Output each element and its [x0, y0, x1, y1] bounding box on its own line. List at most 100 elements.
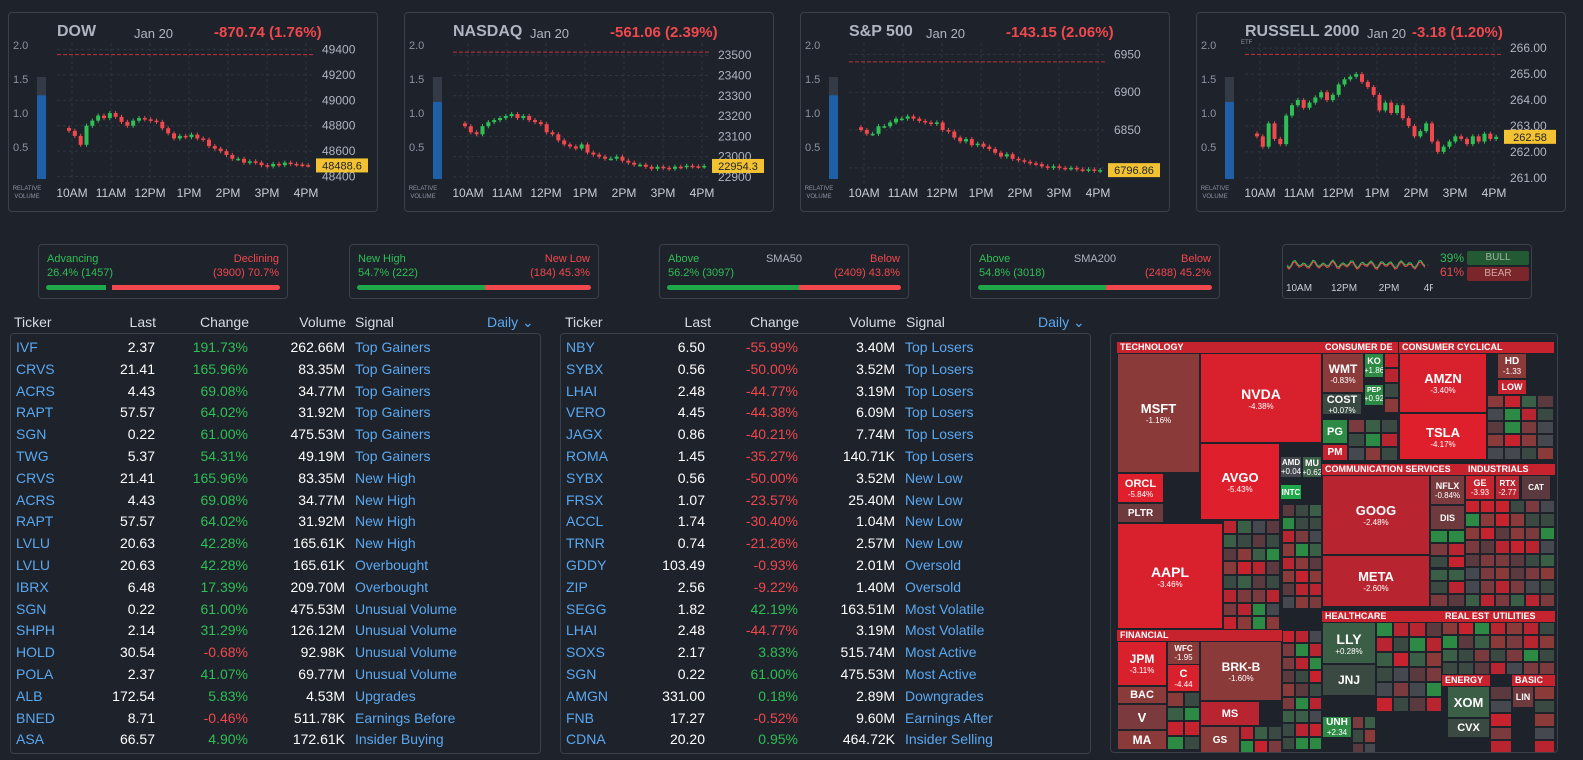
ticker-link[interactable]: SYBX	[566, 469, 604, 486]
heatmap-tile-small[interactable]	[1490, 699, 1512, 714]
heatmap-tile-small[interactable]	[1540, 593, 1555, 607]
heatmap-tile-small[interactable]	[1308, 656, 1322, 670]
heatmap-tile-small[interactable]	[1282, 556, 1296, 570]
heatmap-tile-small[interactable]	[1268, 726, 1282, 740]
heatmap-tile-small[interactable]	[1308, 696, 1322, 710]
heatmap-tile[interactable]: MSFT -1.16%	[1117, 353, 1200, 473]
heatmap-tile-small[interactable]	[1487, 408, 1504, 421]
heatmap-tile-small[interactable]	[1376, 652, 1393, 667]
heatmap-tile-small[interactable]	[1534, 726, 1555, 741]
heatmap-tile-small[interactable]	[1308, 630, 1322, 644]
heatmap-tile-small[interactable]	[1537, 395, 1554, 408]
heatmap-tile-small[interactable]	[1409, 697, 1426, 712]
heatmap-tile[interactable]: CVX	[1447, 718, 1490, 738]
heatmap-tile-small[interactable]	[1251, 547, 1266, 562]
index-card[interactable]: NASDAQ Jan 20 -561.06 (2.39%) 2.0 1.5 1.0 0.5 R…	[404, 12, 774, 212]
heatmap-tile-small[interactable]	[1295, 723, 1309, 737]
ticker-link[interactable]: RAPT	[16, 404, 54, 421]
heatmap-tile[interactable]: GS	[1200, 726, 1240, 752]
heatmap-tile[interactable]: MS	[1200, 701, 1260, 726]
heatmap-tile-small[interactable]	[1265, 520, 1280, 534]
heatmap-tile-small[interactable]	[1522, 622, 1539, 636]
heatmap-tile-small[interactable]	[1495, 566, 1510, 581]
heatmap-tile-small[interactable]	[1537, 421, 1554, 434]
heatmap-tile-small[interactable]	[1430, 594, 1448, 607]
heatmap-tile-small[interactable]	[1308, 582, 1322, 596]
ticker-link[interactable]: IBRX	[16, 578, 49, 595]
heatmap-tile-small[interactable]	[1295, 710, 1309, 724]
heatmap-tile-small[interactable]	[1447, 542, 1465, 556]
heatmap-tile-small[interactable]	[1465, 553, 1480, 567]
heatmap-tile-small[interactable]	[1425, 697, 1442, 712]
heatmap-tile-small[interactable]	[1223, 533, 1238, 548]
heatmap-tile[interactable]: AVGO -5.43%	[1200, 443, 1280, 520]
heatmap-tile-small[interactable]	[1282, 736, 1296, 750]
heatmap-tile-small[interactable]	[1487, 395, 1504, 408]
ticker-link[interactable]: NBY	[566, 339, 595, 355]
col-signal[interactable]: Signal	[355, 314, 394, 330]
heatmap-tile-small[interactable]	[1490, 740, 1512, 752]
table-row[interactable]: SOXS 2.17 3.83% 515.74M Most Active	[561, 641, 1090, 663]
heatmap-tile-small[interactable]	[1348, 433, 1365, 447]
heatmap-tile[interactable]: AMD +0.04	[1280, 456, 1302, 478]
heatmap-tile[interactable]: JNJ	[1322, 664, 1376, 696]
heatmap-tile[interactable]: META -2.60%	[1322, 555, 1430, 607]
table-row[interactable]: LHAI 2.48 -44.77% 3.19M Top Losers	[561, 380, 1090, 402]
heatmap-tile-small[interactable]	[1538, 661, 1555, 675]
heatmap-tile-small[interactable]	[1425, 682, 1442, 697]
heatmap-tile-small[interactable]	[1295, 582, 1309, 596]
table-row[interactable]: IVF 2.37 191.73% 262.66M Top Gainers	[11, 336, 540, 358]
ticker-link[interactable]: SHPH	[16, 622, 55, 639]
heatmap-tile-small[interactable]	[1268, 740, 1282, 752]
ticker-link[interactable]: ALB	[16, 687, 43, 704]
heatmap-tile[interactable]: XOM	[1447, 686, 1490, 718]
ticker-link[interactable]: ROMA	[566, 448, 608, 464]
heatmap-tile[interactable]: NVDA -4.38%	[1200, 353, 1322, 443]
signal-link[interactable]: New Low	[905, 535, 963, 552]
heatmap-tile-small[interactable]	[1308, 556, 1322, 570]
ticker-link[interactable]: SGN	[566, 666, 597, 682]
heatmap-tile-small[interactable]	[1352, 742, 1364, 752]
heatmap-tile-small[interactable]	[1465, 540, 1480, 554]
heatmap-tile[interactable]: UNH +2.34	[1322, 716, 1352, 738]
heatmap-tile-small[interactable]	[1525, 593, 1540, 607]
heatmap-tile-small[interactable]	[1384, 368, 1399, 383]
heatmap-tile[interactable]: ORCL -5.84%	[1117, 473, 1164, 503]
ticker-link[interactable]: ACCL	[566, 513, 604, 530]
heatmap-tile-small[interactable]	[1510, 500, 1525, 514]
heatmap-tile-small[interactable]	[1495, 593, 1510, 607]
heatmap-tile-small[interactable]	[1282, 683, 1296, 697]
signal-link[interactable]: Unusual Volume	[355, 600, 457, 617]
heatmap-tile-small[interactable]	[1465, 566, 1480, 581]
ticker-link[interactable]: CRVS	[16, 360, 55, 377]
heatmap-tile-small[interactable]	[1480, 500, 1495, 514]
table-row[interactable]: SGN 0.22 61.00% 475.53M Unusual Volume	[11, 598, 540, 620]
heatmap-tile-small[interactable]	[1295, 556, 1309, 570]
table-row[interactable]: AMGN 331.00 0.18% 2.89M Downgrades	[561, 685, 1090, 707]
heatmap-tile[interactable]: GE -3.93	[1465, 475, 1495, 500]
heatmap-tile-small[interactable]	[1474, 635, 1490, 649]
heatmap-tile-small[interactable]	[1295, 683, 1309, 697]
heatmap-tile-small[interactable]	[1506, 622, 1523, 636]
table-row[interactable]: ALB 172.54 5.83% 4.53M Upgrades	[11, 685, 540, 707]
table-row[interactable]: FRSX 1.07 -23.57% 25.40M New Low	[561, 489, 1090, 511]
heatmap-tile-small[interactable]	[1490, 622, 1507, 636]
heatmap-tile-small[interactable]	[1295, 670, 1309, 684]
signal-link[interactable]: New Low	[905, 491, 963, 508]
table-row[interactable]: ACRS 4.43 69.08% 34.77M New High	[11, 489, 540, 511]
ticker-link[interactable]: VERO	[566, 404, 606, 421]
heatmap-tile-small[interactable]	[1480, 566, 1495, 581]
heatmap-tile-small[interactable]	[1392, 682, 1409, 697]
heatmap-tile-small[interactable]	[1167, 721, 1184, 736]
heatmap-tile-small[interactable]	[1442, 635, 1458, 649]
signal-link[interactable]: New Low	[905, 513, 963, 530]
heatmap-tile-small[interactable]	[1295, 504, 1309, 518]
heatmap-tile-small[interactable]	[1183, 735, 1200, 750]
ticker-link[interactable]: ACRS	[16, 491, 55, 508]
heatmap-tile-small[interactable]	[1282, 723, 1296, 737]
heatmap-tile-small[interactable]	[1495, 500, 1510, 514]
signal-link[interactable]: Most Active	[905, 666, 977, 682]
heatmap-tile-small[interactable]	[1223, 575, 1238, 589]
heatmap-tile-small[interactable]	[1520, 434, 1538, 447]
signal-link[interactable]: Top Losers	[905, 426, 974, 443]
